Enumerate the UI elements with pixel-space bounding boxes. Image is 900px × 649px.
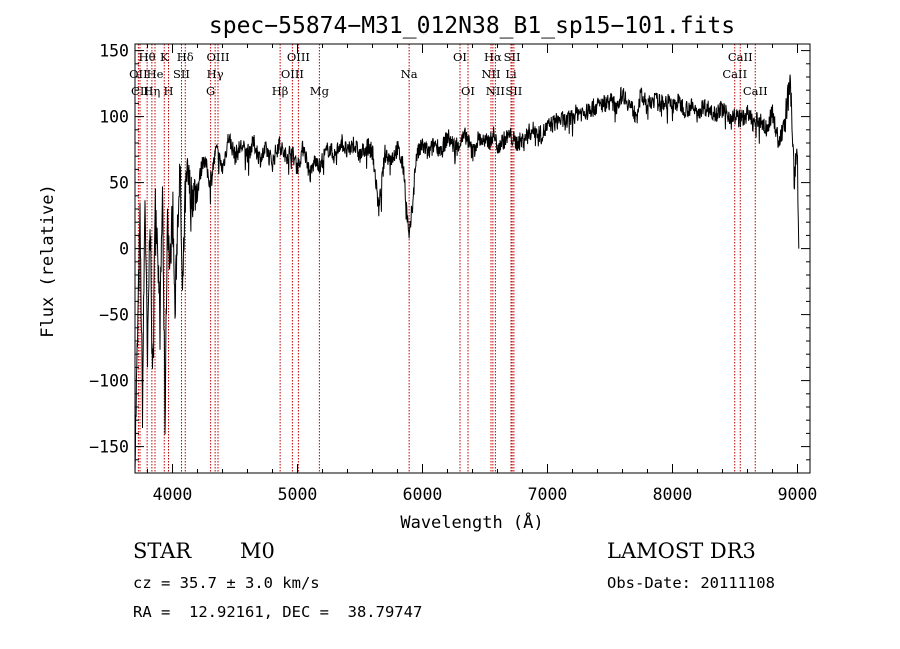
line-label: Hδ xyxy=(177,50,194,64)
line-label: CII xyxy=(131,84,149,98)
chart-title: spec−55874−M31_012N38_B1_sp15−101.fits xyxy=(209,13,735,39)
y-tick-label: 0 xyxy=(119,240,129,259)
axes: 4000 5000 6000 7000 8000 9000 −150 −100 −50 0 50 10… xyxy=(89,42,817,504)
x-tick-label: 8000 xyxy=(653,485,693,504)
object-class: STAR xyxy=(133,539,192,563)
line-label: OIII xyxy=(287,50,310,64)
x-tick-label: 5000 xyxy=(278,485,318,504)
line-label: CaII xyxy=(722,67,747,81)
spectrum-line xyxy=(134,74,800,474)
series-layer xyxy=(134,74,800,474)
line-label: OIII xyxy=(206,50,229,64)
y-tick-label: −50 xyxy=(99,306,129,325)
x-tick-label: 9000 xyxy=(778,485,818,504)
redshift-text: cz = 35.7 ± 3.0 km/s xyxy=(133,574,320,592)
x-tick-label: 4000 xyxy=(153,485,193,504)
x-tick-label: 6000 xyxy=(403,485,443,504)
line-label: Hη xyxy=(143,84,160,98)
line-label: SII xyxy=(173,67,190,81)
y-tick-label: −100 xyxy=(89,372,129,391)
x-tick-label: 7000 xyxy=(528,485,568,504)
y-tick-label: 50 xyxy=(109,174,129,193)
line-label: OI xyxy=(461,84,475,98)
line-label: CaII xyxy=(728,50,753,64)
line-label: NII xyxy=(486,84,505,98)
y-tick-label: 150 xyxy=(99,42,129,61)
coordinates-text: RA = 12.92161, DEC = 38.79747 xyxy=(133,603,423,621)
line-label: CaII xyxy=(743,84,768,98)
line-label: OIII xyxy=(281,67,304,81)
line-label: Hθ xyxy=(139,50,156,64)
line-label: G xyxy=(206,84,215,98)
line-label: Na xyxy=(401,67,418,81)
y-tick-label: 100 xyxy=(99,108,129,127)
survey-label: LAMOST DR3 xyxy=(607,539,756,563)
line-label: Hγ xyxy=(207,67,224,81)
line-label: K xyxy=(160,50,169,64)
object-subclass: M0 xyxy=(240,539,275,563)
line-label: NII xyxy=(481,67,500,81)
spectral-lines-layer xyxy=(137,44,756,473)
line-label: Hα xyxy=(484,50,502,64)
line-label: OII xyxy=(129,67,148,81)
line-label: Hβ xyxy=(272,84,289,98)
line-label: Mg xyxy=(310,84,330,98)
line-label: OI xyxy=(453,50,467,64)
line-label: H xyxy=(163,84,173,98)
y-tick-label: −150 xyxy=(89,438,129,457)
line-label: He xyxy=(147,67,164,81)
y-axis-label: Flux (relative) xyxy=(38,184,58,338)
observation-date: Obs-Date: 20111108 xyxy=(607,574,775,592)
line-label: Li xyxy=(505,67,517,81)
line-label: SII xyxy=(504,50,521,64)
line-label: SII xyxy=(505,84,522,98)
x-axis-label: Wavelength (Å) xyxy=(400,511,543,533)
